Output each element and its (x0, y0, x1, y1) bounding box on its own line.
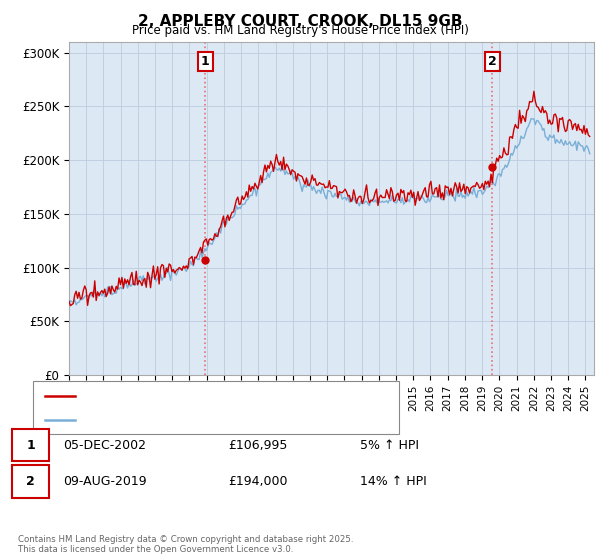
Text: 1: 1 (26, 438, 35, 452)
Text: 14% ↑ HPI: 14% ↑ HPI (360, 475, 427, 488)
Text: HPI: Average price, detached house, County Durham: HPI: Average price, detached house, Coun… (81, 415, 356, 425)
Text: Price paid vs. HM Land Registry's House Price Index (HPI): Price paid vs. HM Land Registry's House … (131, 24, 469, 37)
Text: 05-DEC-2002: 05-DEC-2002 (63, 438, 146, 452)
Text: £194,000: £194,000 (228, 475, 287, 488)
Text: 2, APPLEBY COURT, CROOK, DL15 9GB: 2, APPLEBY COURT, CROOK, DL15 9GB (138, 14, 462, 29)
Text: 2: 2 (488, 55, 497, 68)
Text: 5% ↑ HPI: 5% ↑ HPI (360, 438, 419, 452)
Text: Contains HM Land Registry data © Crown copyright and database right 2025.
This d: Contains HM Land Registry data © Crown c… (18, 535, 353, 554)
Text: £106,995: £106,995 (228, 438, 287, 452)
Text: 2, APPLEBY COURT, CROOK, DL15 9GB (detached house): 2, APPLEBY COURT, CROOK, DL15 9GB (detac… (81, 391, 376, 401)
Text: 2: 2 (26, 475, 35, 488)
Text: 1: 1 (201, 55, 210, 68)
Text: 09-AUG-2019: 09-AUG-2019 (63, 475, 146, 488)
